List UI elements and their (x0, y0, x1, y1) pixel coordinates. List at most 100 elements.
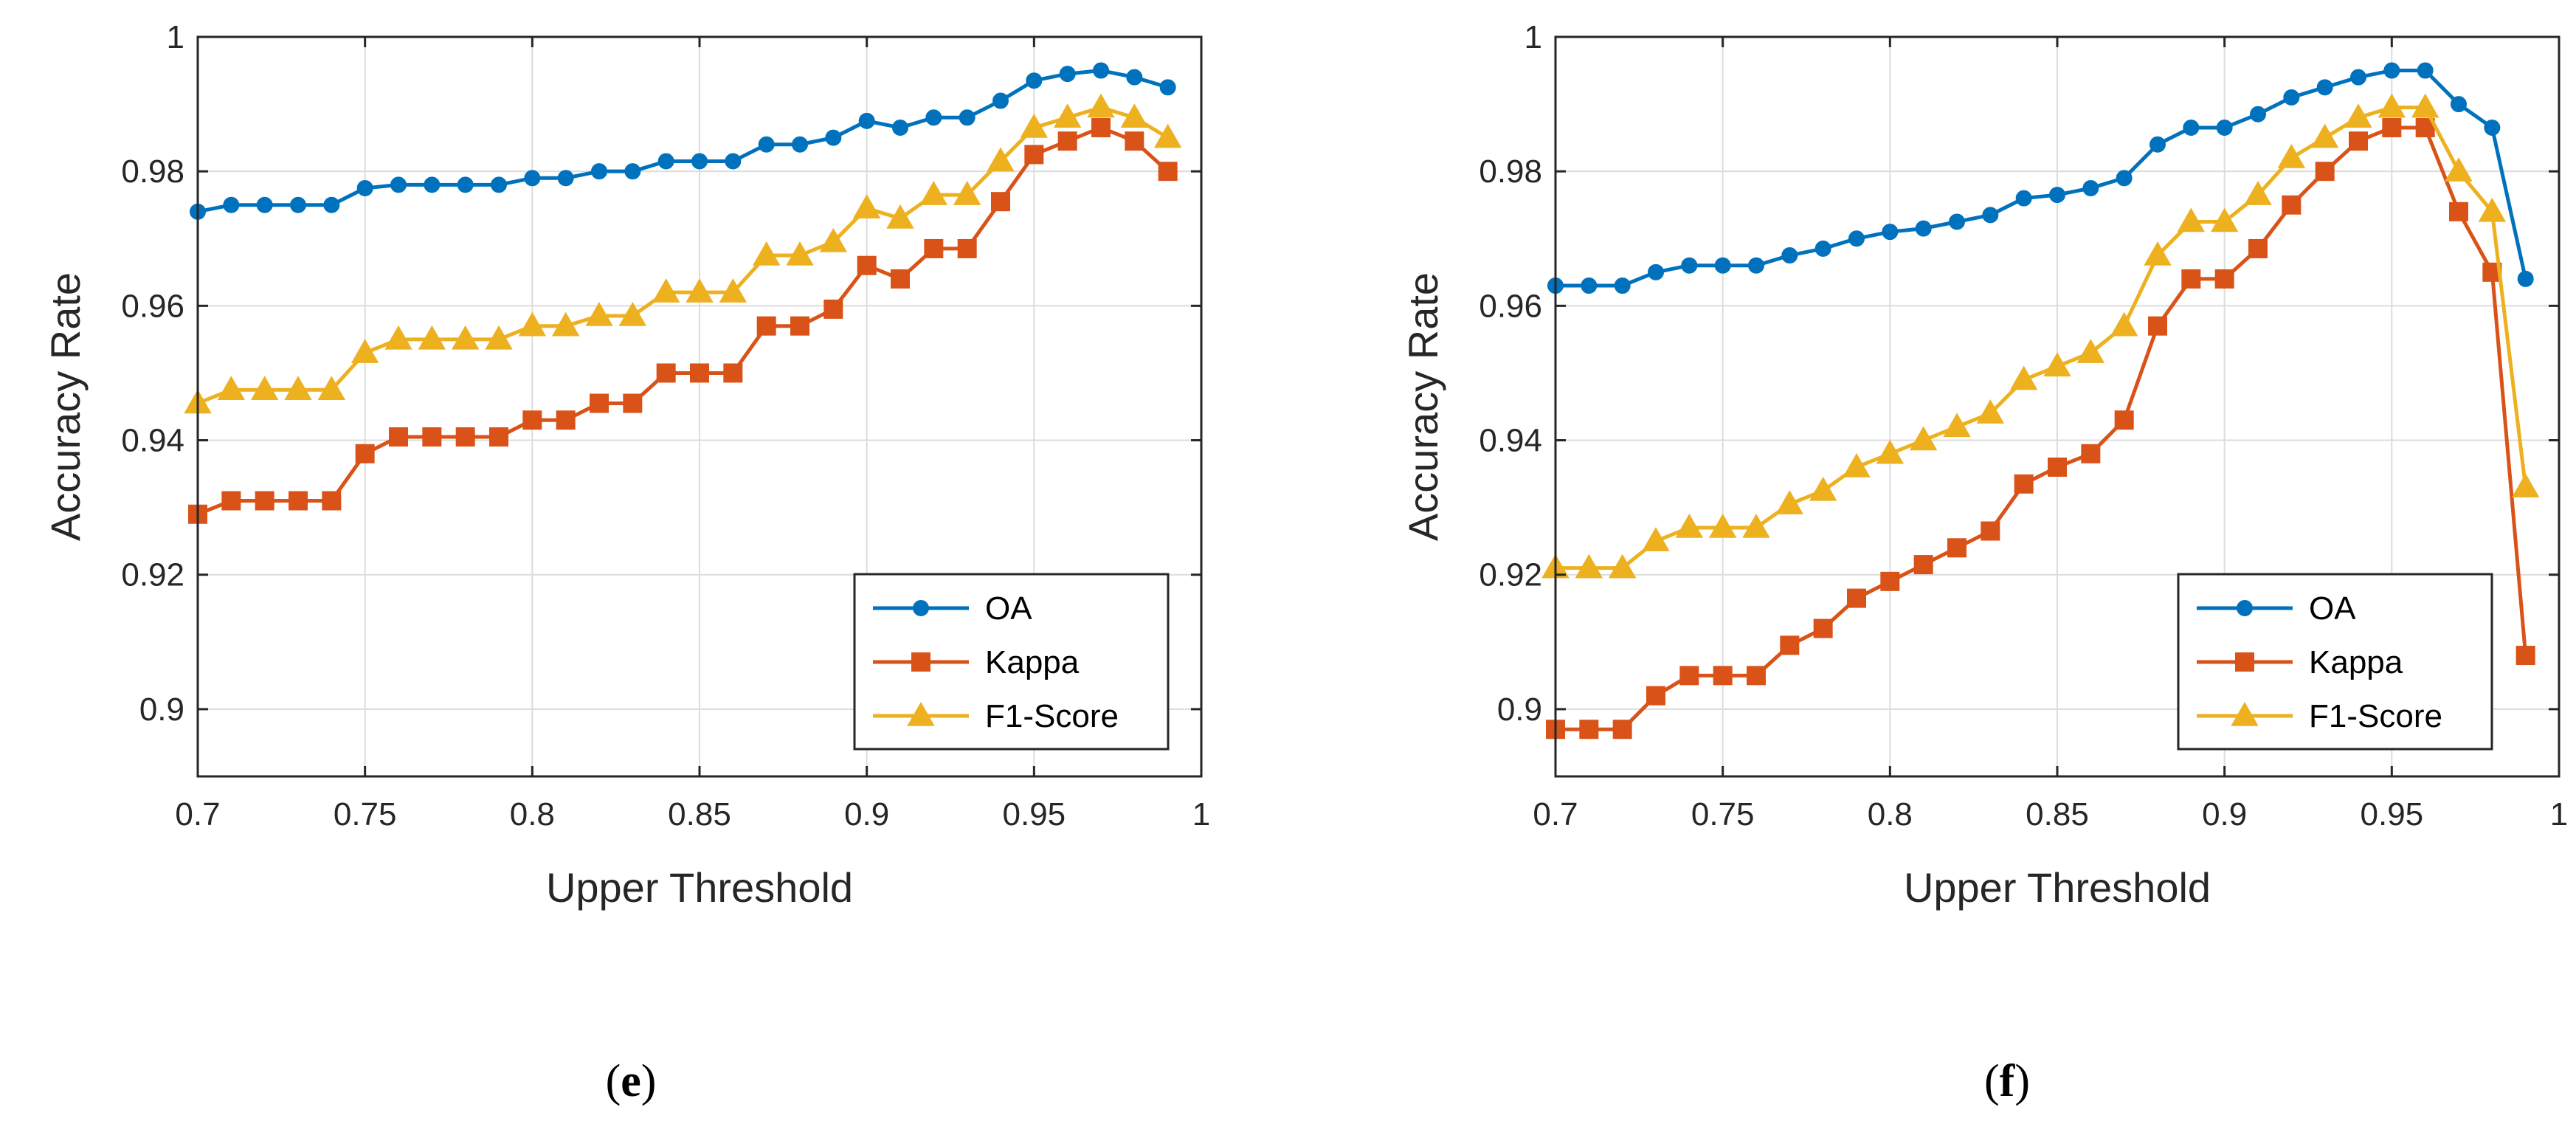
panel-label-close: ) (2014, 1056, 2030, 1106)
data-point-f1 (2110, 311, 2138, 337)
data-point-oa (825, 129, 842, 146)
data-point-kappa (1713, 666, 1733, 686)
data-point-kappa (1612, 720, 1632, 739)
data-point-kappa (422, 427, 442, 447)
data-point-oa (2316, 79, 2333, 96)
data-point-f1 (250, 376, 279, 400)
data-point-f1 (1876, 439, 1905, 464)
x-tick-label: 0.7 (175, 796, 220, 832)
y-tick-label: 0.98 (121, 154, 184, 190)
data-point-oa (858, 112, 875, 129)
data-point-oa (591, 163, 607, 180)
data-point-oa (2350, 69, 2366, 86)
y-axis-label: Accuracy Rate (42, 272, 89, 541)
data-point-oa (524, 170, 541, 187)
data-point-f1 (2511, 473, 2540, 498)
x-tick-label: 0.95 (2361, 796, 2424, 832)
data-point-kappa (690, 363, 709, 383)
data-point-f1 (886, 204, 914, 229)
data-point-f1 (1087, 93, 1115, 118)
data-point-f1 (719, 278, 747, 303)
x-tick-label: 1 (1192, 796, 1210, 832)
data-point-oa (2049, 187, 2065, 204)
legend-marker-oa (2237, 600, 2253, 616)
data-point-oa (1882, 224, 1899, 241)
y-tick-label: 0.98 (1479, 154, 1542, 190)
data-point-oa (424, 176, 441, 193)
data-point-kappa (756, 316, 776, 336)
data-point-kappa (1913, 555, 1933, 575)
data-point-oa (1949, 213, 1965, 230)
data-point-kappa (1813, 618, 1833, 638)
data-point-kappa (891, 269, 910, 289)
data-point-kappa (823, 299, 843, 319)
data-point-kappa (1024, 145, 1044, 165)
data-point-kappa (656, 363, 676, 383)
data-point-f1 (618, 302, 647, 326)
data-point-f1 (551, 311, 580, 337)
data-point-kappa (2081, 444, 2101, 463)
x-tick-label: 0.9 (2202, 796, 2247, 832)
data-point-f1 (451, 325, 480, 350)
data-point-oa (1648, 263, 1664, 280)
data-point-oa (1126, 69, 1143, 86)
y-tick-label: 0.9 (1497, 692, 1542, 728)
data-point-kappa (1091, 117, 1111, 137)
panel-label-close: ) (641, 1056, 657, 1106)
x-tick-label: 0.85 (668, 796, 731, 832)
data-point-oa (2383, 62, 2400, 79)
data-point-oa (1581, 277, 1598, 294)
y-tick-label: 1 (167, 19, 184, 55)
data-point-kappa (2449, 201, 2468, 221)
data-point-oa (2015, 190, 2032, 207)
x-tick-label: 0.9 (844, 796, 889, 832)
legend-marker-oa (913, 600, 929, 616)
data-point-f1 (284, 376, 312, 400)
data-point-oa (925, 109, 942, 126)
y-tick-label: 0.96 (121, 288, 184, 324)
data-point-f1 (919, 181, 948, 205)
data-point-f1 (1943, 413, 1971, 438)
panel-label-letter: e (621, 1056, 641, 1106)
data-point-oa (1982, 207, 1999, 224)
data-point-oa (557, 170, 574, 187)
data-point-oa (1093, 62, 1109, 79)
data-point-kappa (790, 316, 809, 336)
legend: OA Kappa F1-Score (853, 573, 1170, 751)
data-point-oa (2082, 179, 2099, 196)
data-point-oa (1848, 230, 1865, 247)
chart-panel-e: 0.7 0.75 0.8 0.85 0.9 0.95 1 0.9 0.92 0.94 0.96 0.9… (42, 19, 1210, 1106)
data-point-kappa (1646, 686, 1665, 706)
data-point-oa (457, 176, 474, 193)
data-point-f1 (2277, 143, 2306, 168)
data-point-f1 (987, 147, 1015, 172)
data-point-kappa (2048, 457, 2067, 477)
y-tick-label: 1 (1524, 19, 1542, 55)
data-point-f1 (1708, 513, 1737, 538)
data-point-kappa (355, 444, 375, 463)
data-point-kappa (857, 255, 877, 275)
data-point-f1 (1909, 426, 1938, 451)
data-point-oa (1059, 66, 1076, 83)
data-point-f1 (351, 339, 379, 363)
data-point-oa (290, 196, 306, 213)
y-tick-label: 0.96 (1479, 288, 1542, 324)
legend-entry-oa: OA (2309, 590, 2356, 627)
data-point-f1 (752, 241, 781, 266)
y-tick-label: 0.94 (121, 423, 184, 459)
data-point-kappa (1057, 131, 1077, 151)
x-tick-label: 0.75 (1691, 796, 1755, 832)
data-point-f1 (1976, 399, 2005, 424)
data-point-f1 (652, 278, 680, 303)
data-point-f1 (2043, 352, 2071, 377)
data-point-f1 (786, 241, 814, 266)
data-point-kappa (590, 393, 609, 413)
data-point-kappa (2515, 646, 2535, 666)
data-point-f1 (2411, 93, 2439, 118)
data-point-kappa (957, 238, 977, 258)
data-point-f1 (317, 376, 346, 400)
data-point-oa (1915, 220, 1932, 237)
data-point-kappa (1880, 571, 1900, 591)
y-axis-label: Accuracy Rate (1400, 272, 1446, 541)
data-point-oa (892, 119, 908, 136)
